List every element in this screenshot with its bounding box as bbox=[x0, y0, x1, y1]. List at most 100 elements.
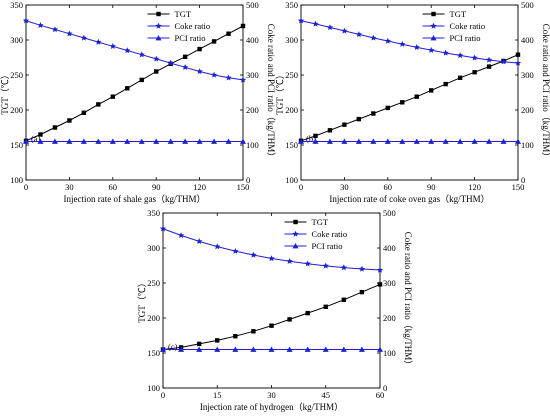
panel-c-data-point bbox=[359, 289, 365, 295]
panel-a-data-point bbox=[66, 30, 73, 37]
panel-c-yright-tick-label: 400 bbox=[383, 243, 396, 253]
panel-a-data-point bbox=[23, 138, 29, 144]
panel-b-data-point bbox=[400, 100, 405, 105]
panel-c-yright-tick-label: 0 bbox=[383, 383, 387, 393]
panel-a-data-point bbox=[51, 138, 58, 144]
panel-c-data-point bbox=[323, 304, 328, 309]
panel-a-yright-tick-label: 0 bbox=[246, 175, 250, 185]
panel-b-yright-axis-title: Coke ratio and PCI ratio（kg/THM） bbox=[541, 24, 550, 161]
panel-a-data-point bbox=[109, 138, 116, 144]
panel-b-data-point bbox=[342, 122, 347, 127]
panel-a-series-0 bbox=[23, 23, 246, 143]
panel-b-data-point bbox=[471, 138, 478, 144]
panel-a-yleft-tick-label: 250 bbox=[10, 70, 23, 80]
panel-a-data-point bbox=[153, 138, 160, 144]
panel-b-data-point bbox=[428, 138, 435, 144]
panel-a-panel-label: (a) bbox=[31, 134, 41, 144]
panel-b-data-point bbox=[384, 37, 391, 44]
panel-b-series-line bbox=[300, 54, 519, 142]
panel-b-data-point bbox=[356, 116, 362, 122]
panel-b-data-point bbox=[370, 138, 377, 144]
panel-c-yright-tick-label: 500 bbox=[383, 208, 396, 218]
panel-a-data-point bbox=[81, 110, 87, 115]
panel-a-data-point bbox=[96, 102, 101, 107]
panel-a-yleft-axis-title: TGT（℃） bbox=[0, 70, 10, 115]
panel-c-x-tick-label: 60 bbox=[376, 390, 385, 400]
panel-a-data-point bbox=[95, 38, 102, 45]
panel-c-data-point bbox=[287, 317, 292, 322]
panel-a-data-point bbox=[240, 23, 246, 29]
panel-c-series-line bbox=[162, 228, 381, 271]
panel-c-data-point bbox=[196, 341, 202, 347]
panel-a-plot-frame bbox=[25, 4, 244, 181]
panel-a-data-point bbox=[80, 138, 87, 144]
panel-b-yleft-axis-title: TGT（℃） bbox=[275, 70, 285, 115]
panel-b-series-line bbox=[300, 20, 519, 64]
panel-c-yright-tick-label: 300 bbox=[383, 278, 396, 288]
panel-b-data-point bbox=[371, 111, 376, 116]
panel-a-data-point bbox=[182, 54, 188, 59]
panel-c-yleft-tick-label: 150 bbox=[147, 348, 160, 358]
panel-c-series-0 bbox=[160, 282, 383, 352]
panel-b-x-tick-label: 120 bbox=[468, 182, 481, 192]
panel-a-yright-tick-label: 400 bbox=[246, 35, 259, 45]
panel-a-data-point bbox=[226, 31, 231, 36]
panel-b-x-tick-label: 0 bbox=[299, 182, 303, 192]
panel-b-yleft-tick-label: 150 bbox=[285, 140, 298, 150]
panel-a-data-point bbox=[37, 22, 44, 28]
panel-b-data-point bbox=[327, 128, 333, 133]
panel-a-x-tick-label: 150 bbox=[237, 182, 250, 192]
panel-a-data-point bbox=[67, 118, 72, 123]
panel-b-data-point bbox=[514, 59, 522, 66]
panel-a-data-point bbox=[167, 59, 174, 66]
panel-b-data-point bbox=[384, 138, 391, 144]
panel-c-data-point bbox=[196, 238, 203, 245]
panel-c-data-point bbox=[376, 266, 384, 273]
panel-b-data-point bbox=[385, 105, 390, 111]
panel-a-data-point bbox=[196, 68, 203, 75]
panel-a-data-point bbox=[80, 34, 88, 41]
panel-c-data-point bbox=[177, 232, 185, 239]
panel-c-data-point bbox=[286, 346, 293, 352]
panel-a-x-tick-label: 60 bbox=[109, 182, 118, 192]
panel-a-data-point bbox=[52, 125, 58, 130]
panel-c-x-tick-label: 30 bbox=[267, 390, 276, 400]
panel-c-data-point bbox=[341, 297, 347, 302]
panel-c-x-tick-label: 45 bbox=[322, 390, 331, 400]
panel-b-legend-marker bbox=[430, 22, 437, 29]
panel-a-data-point bbox=[38, 132, 43, 137]
panel-a-yright-tick-label: 500 bbox=[246, 0, 259, 10]
panel-a-data-point bbox=[182, 138, 189, 144]
panel-c-data-point bbox=[377, 346, 383, 352]
panel-b-data-point bbox=[312, 138, 319, 144]
panel-c-yright-tick-label: 200 bbox=[383, 313, 396, 323]
panel-b-data-point bbox=[355, 138, 362, 144]
panel-a-x-tick-label: 120 bbox=[193, 182, 206, 192]
panel-c-plot-frame bbox=[162, 212, 381, 389]
panel-b-data-point bbox=[297, 17, 305, 24]
panel-c-data-point bbox=[305, 310, 310, 316]
panel-b-data-point bbox=[457, 75, 463, 80]
panel-b-data-point bbox=[341, 27, 348, 34]
panel-b-data-point bbox=[326, 138, 333, 144]
panel-b-data-point bbox=[442, 49, 449, 56]
panel-b-data-point bbox=[472, 70, 477, 75]
panel-b-series-1 bbox=[297, 17, 522, 66]
panel-a-yleft-tick-label: 200 bbox=[10, 105, 23, 115]
panel-a-data-point bbox=[124, 47, 131, 54]
panel-c-data-point bbox=[232, 247, 239, 254]
panel-b-data-point bbox=[456, 52, 464, 59]
panel-b-data-point bbox=[414, 94, 419, 99]
panel-a-data-point bbox=[51, 26, 59, 33]
panel-a-yleft-tick-label: 150 bbox=[10, 140, 23, 150]
panel-c-x-tick-label: 0 bbox=[161, 390, 165, 400]
panel-c-data-point bbox=[304, 346, 311, 352]
panel-a-data-point bbox=[109, 43, 116, 49]
panel-b-legend-label: Coke ratio bbox=[450, 21, 486, 31]
panel-a-data-point bbox=[66, 138, 73, 144]
panel-c-x-axis-title: Injection rate of hydrogen（kg/THM） bbox=[200, 402, 343, 412]
panel-c-yleft-tick-label: 100 bbox=[147, 383, 160, 393]
chart-panel-c: 0 15 30 45 601001502002503003500100200300400… bbox=[137, 208, 413, 412]
panel-c-data-point bbox=[160, 346, 166, 352]
panel-a-yright-tick-label: 200 bbox=[246, 105, 259, 115]
